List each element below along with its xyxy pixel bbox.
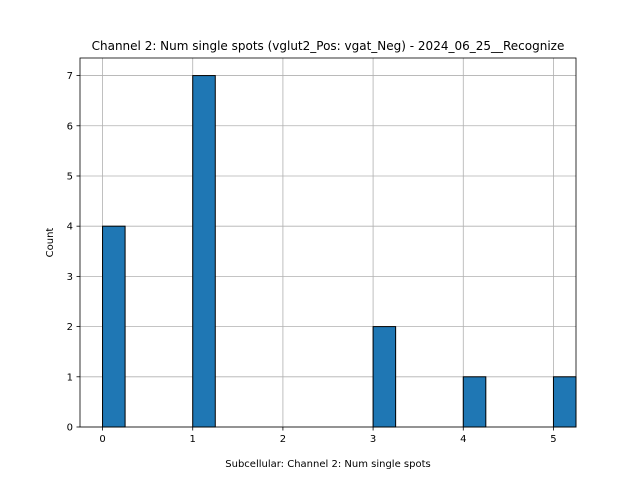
y-tick-label: 3 <box>67 272 73 283</box>
chart-title: Channel 2: Num single spots (vglut2_Pos:… <box>92 39 565 53</box>
y-tick-label: 4 <box>67 222 73 233</box>
x-tick-label: 0 <box>99 434 105 445</box>
x-tick-label: 2 <box>280 434 286 445</box>
x-tick-label: 3 <box>370 434 376 445</box>
histogram-bar <box>102 225 126 428</box>
histogram-bar <box>192 75 216 428</box>
histogram-bar <box>462 376 487 428</box>
x-axis-ticks: 0 1 2 3 4 5 <box>99 427 557 445</box>
y-tick-label: 5 <box>67 171 73 182</box>
y-tick-label: 1 <box>67 372 73 383</box>
x-tick-label: 4 <box>460 434 466 445</box>
y-axis-ticks: 0 1 2 3 4 5 6 7 <box>67 71 80 434</box>
y-tick-label: 2 <box>67 322 73 333</box>
x-tick-label: 5 <box>550 434 556 445</box>
y-axis-label: Count <box>45 228 56 258</box>
bars <box>102 75 577 428</box>
x-tick-label: 1 <box>190 434 196 445</box>
histogram-bar <box>372 326 397 428</box>
y-tick-label: 0 <box>67 423 73 434</box>
plot-area-frame <box>79 57 577 428</box>
x-axis-label: Subcellular: Channel 2: Num single spots <box>225 459 430 470</box>
y-tick-label: 6 <box>67 121 73 132</box>
grid <box>80 58 576 428</box>
y-tick-label: 7 <box>67 71 73 82</box>
histogram-bar <box>552 376 577 428</box>
